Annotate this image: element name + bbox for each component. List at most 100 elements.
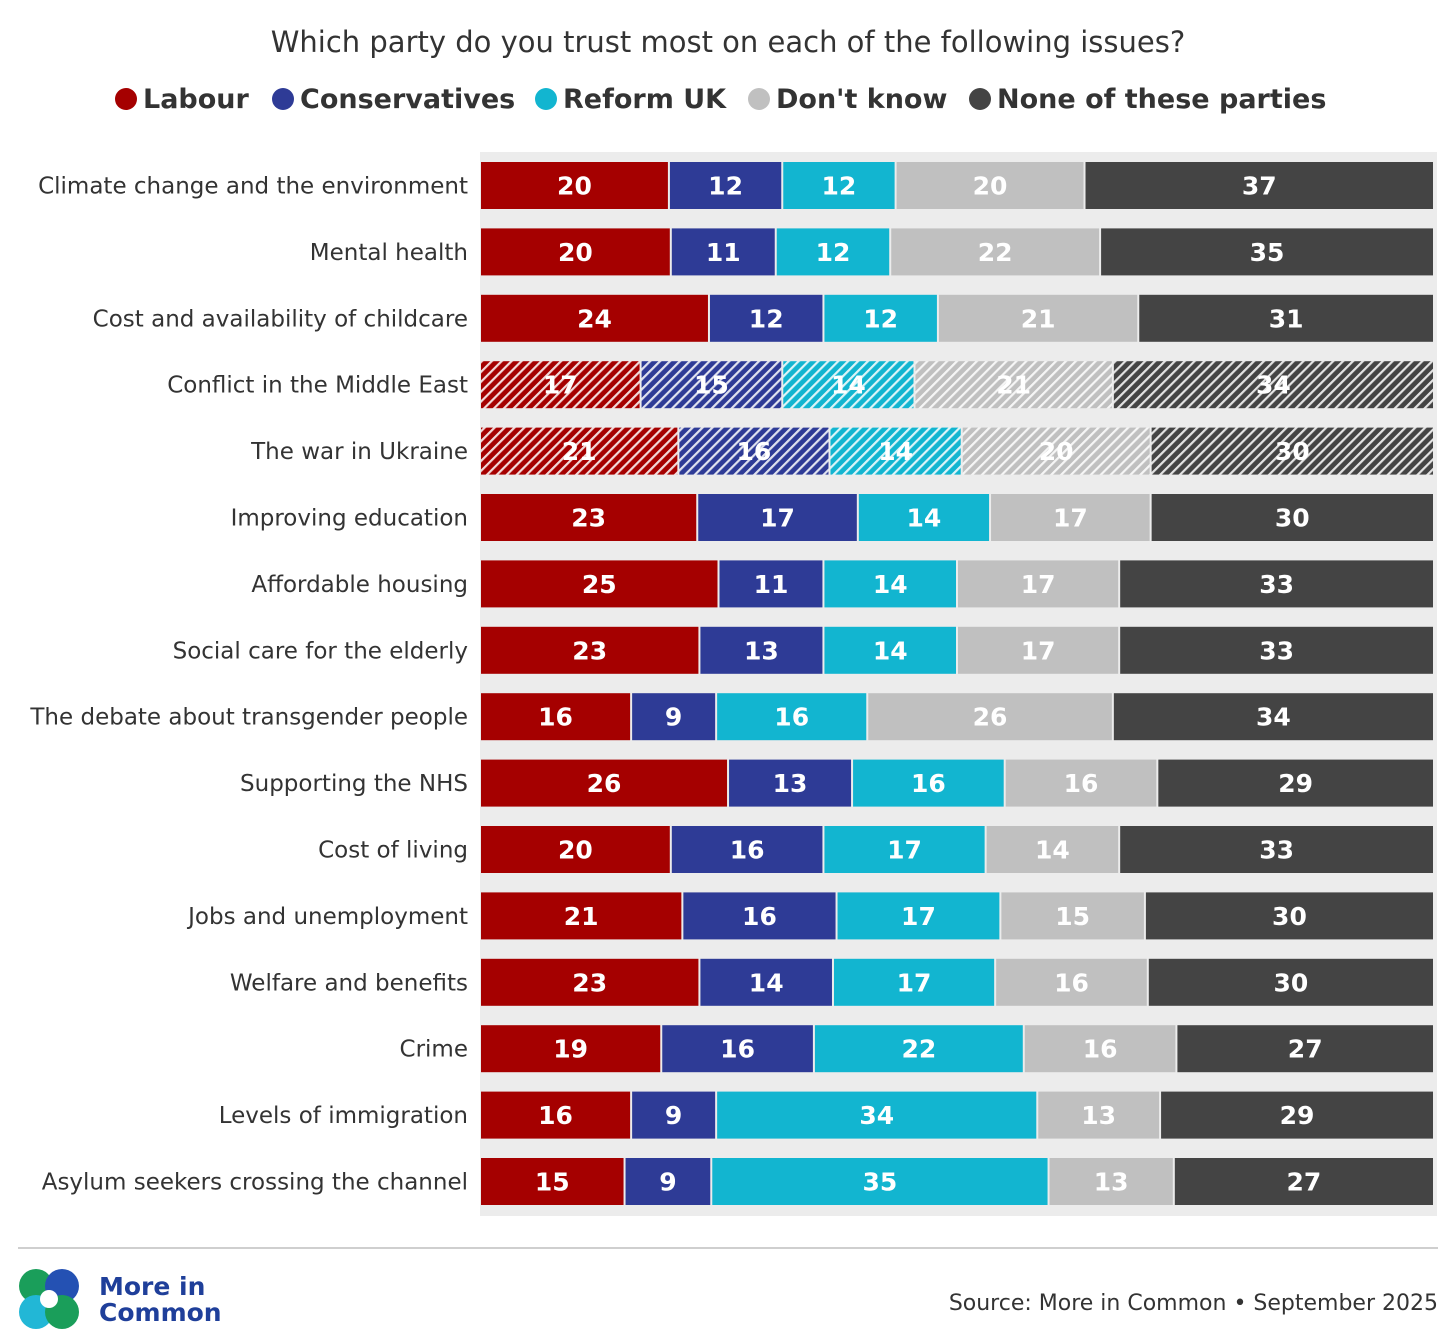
bar-segment-none-of-these-parties [1120, 560, 1433, 608]
bar-segment-reform-uk [824, 626, 956, 674]
bar-segment-conservatives [625, 1158, 711, 1205]
data-label-labour: 19 [553, 1035, 588, 1064]
data-label-don-t-know: 13 [1094, 1168, 1129, 1197]
category-label: Asylum seekers crossing the channel [42, 1170, 468, 1196]
legend-label-don-t-know: Don't know [776, 84, 947, 115]
bar-segment-labour [481, 361, 640, 409]
bar-segment-labour [481, 294, 708, 342]
bar-segment-don-t-know [915, 361, 1112, 409]
data-label-conservatives: 13 [744, 636, 779, 665]
bar-row-levels-of-immigration: Levels of immigration 16 9 34 13 29 [219, 1091, 1433, 1139]
bar-segment-reform-uk [858, 494, 990, 541]
data-label-labour: 23 [572, 636, 607, 665]
data-label-conservatives: 15 [694, 371, 729, 400]
bar-segment-labour [481, 958, 699, 1006]
legend-label-labour: Labour [143, 84, 250, 115]
bar-segment-conservatives [700, 958, 832, 1006]
bar-row-the-war-in-ukraine: The war in Ukraine 21 16 14 20 30 [250, 427, 1433, 475]
data-label-reform-uk: 14 [878, 437, 913, 466]
bar-segment-none-of-these-parties [1101, 228, 1433, 276]
bar-segment-reform-uk [814, 1025, 1023, 1073]
category-label: Mental health [310, 240, 468, 266]
bar-row-affordable-housing: Affordable housing 25 11 14 17 33 [251, 560, 1433, 608]
bar-segment-none-of-these-parties [1158, 759, 1433, 807]
bar-segment-don-t-know [991, 494, 1150, 541]
data-label-conservatives: 16 [730, 836, 765, 865]
data-label-don-t-know: 21 [1021, 304, 1056, 333]
bar-segment-conservatives [679, 427, 829, 475]
legend-swatch-labour [115, 88, 137, 110]
category-label: Crime [400, 1037, 468, 1063]
data-label-don-t-know: 20 [1039, 437, 1074, 466]
data-label-reform-uk: 12 [863, 304, 898, 333]
bar-segment-conservatives [669, 162, 782, 209]
data-label-labour: 25 [582, 570, 617, 599]
category-label: Climate change and the environment [38, 174, 468, 200]
data-label-don-t-know: 16 [1083, 1035, 1118, 1064]
bar-segment-conservatives [683, 892, 836, 940]
data-label-none-of-these-parties: 30 [1275, 437, 1310, 466]
data-label-labour: 23 [572, 968, 607, 997]
bar-row-asylum-seekers-crossing-the-channel: Asylum seekers crossing the channel 15 9 35… [42, 1158, 1433, 1205]
data-label-conservatives: 17 [760, 504, 795, 533]
data-label-reform-uk: 17 [887, 836, 922, 865]
legend-label-none-of-these-parties: None of these parties [997, 84, 1326, 115]
bar-segment-none-of-these-parties [1151, 494, 1433, 541]
bar-segment-don-t-know [986, 826, 1119, 873]
bar-segment-conservatives [671, 228, 775, 276]
logo-text-line1: More in [99, 1272, 205, 1301]
bar-segment-conservatives [709, 294, 823, 342]
bar-segment-none-of-these-parties [1174, 1158, 1433, 1205]
data-label-labour: 21 [564, 902, 599, 931]
data-label-labour: 16 [538, 1101, 573, 1130]
category-label: Cost and availability of childcare [93, 306, 468, 332]
data-label-none-of-these-parties: 30 [1274, 968, 1309, 997]
data-label-conservatives: 9 [665, 703, 682, 732]
data-label-reform-uk: 12 [822, 172, 857, 201]
bar-rows: Climate change and the environment 20 12 12… [29, 162, 1433, 1205]
data-label-labour: 26 [587, 769, 622, 798]
bar-row-cost-of-living: Cost of living 20 16 17 14 33 [318, 826, 1433, 873]
bar-segment-conservatives [641, 361, 782, 409]
data-label-reform-uk: 14 [907, 504, 942, 533]
data-label-none-of-these-parties: 37 [1242, 172, 1277, 201]
bar-segment-reform-uk [824, 826, 985, 873]
bar-segment-none-of-these-parties [1120, 826, 1433, 873]
legend-label-reform-uk: Reform UK [563, 84, 727, 115]
data-label-don-t-know: 20 [973, 172, 1008, 201]
data-label-conservatives: 9 [659, 1168, 676, 1197]
bar-segment-labour [481, 759, 728, 807]
data-label-labour: 16 [538, 703, 573, 732]
legend: Labour Conservatives Reform UK Don't know No… [115, 84, 1326, 115]
source-note: Source: More in Common • September 2025 [949, 1291, 1438, 1316]
data-label-conservatives: 11 [706, 238, 741, 267]
data-label-none-of-these-parties: 33 [1259, 636, 1294, 665]
category-label: Levels of immigration [219, 1103, 468, 1129]
bar-row-welfare-and-benefits: Welfare and benefits 23 14 17 16 30 [230, 958, 1433, 1006]
data-label-labour: 17 [543, 371, 578, 400]
bar-segment-none-of-these-parties [1113, 361, 1433, 409]
data-label-reform-uk: 17 [897, 968, 932, 997]
category-label: Social care for the elderly [173, 638, 468, 664]
data-label-none-of-these-parties: 35 [1250, 238, 1285, 267]
data-label-reform-uk: 14 [873, 570, 908, 599]
bar-segment-conservatives [671, 826, 823, 873]
data-label-don-t-know: 14 [1035, 836, 1070, 865]
data-label-conservatives: 12 [749, 304, 784, 333]
bar-segment-don-t-know [1005, 759, 1157, 807]
bar-segment-none-of-these-parties [1113, 693, 1433, 741]
data-label-reform-uk: 12 [816, 238, 851, 267]
bar-segment-none-of-these-parties [1145, 892, 1433, 940]
category-label: Welfare and benefits [230, 970, 468, 996]
bar-segment-labour [481, 826, 670, 873]
bar-segment-none-of-these-parties [1120, 626, 1433, 674]
category-label: Conflict in the Middle East [167, 373, 468, 399]
data-label-don-t-know: 16 [1054, 968, 1089, 997]
category-label: Cost of living [318, 838, 468, 864]
bar-row-jobs-and-unemployment: Jobs and unemployment 21 16 17 15 30 [186, 892, 1433, 940]
bar-segment-conservatives [632, 1091, 716, 1139]
data-label-none-of-these-parties: 33 [1259, 570, 1294, 599]
data-label-none-of-these-parties: 34 [1256, 371, 1291, 400]
data-label-conservatives: 12 [708, 172, 743, 201]
